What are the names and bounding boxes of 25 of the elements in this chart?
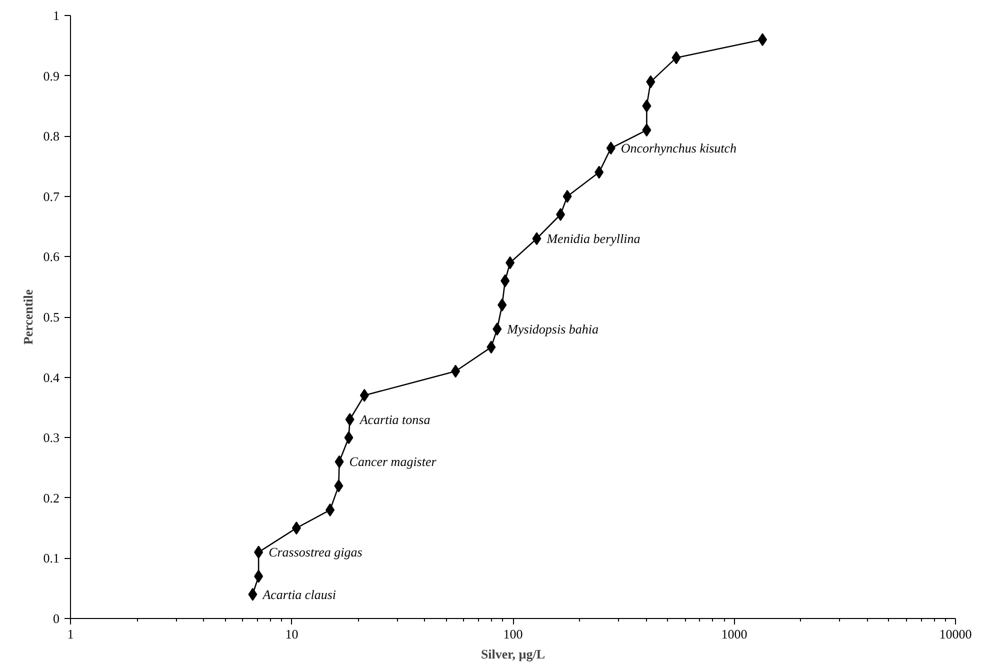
y-tick-label: 0.8 [43, 128, 60, 144]
annotation: Acartia tonsa [358, 412, 431, 428]
y-tick-label: 0.2 [43, 490, 60, 506]
x-tick-label: 100 [503, 626, 523, 642]
annotation: Crassostrea gigas [268, 544, 362, 560]
annotation: Oncorhynchus kisutch [620, 140, 737, 156]
y-tick-label: 0.3 [43, 430, 60, 446]
x-tick-label: 1000 [721, 626, 748, 642]
annotation: Menidia beryllina [546, 231, 641, 246]
annotation: Acartia clausi [262, 586, 336, 602]
x-tick-label: 10 [285, 626, 298, 642]
y-axis-title: Percentile [20, 289, 36, 345]
x-axis-title: Silver, µg/L [480, 646, 546, 662]
y-tick-label: 0.5 [43, 310, 60, 324]
annotation: Mysidopsis bahia [506, 322, 600, 337]
x-tick-label: 10000 [939, 626, 972, 642]
x-tick-label: 1 [67, 626, 74, 642]
y-tick-label: 0.9 [43, 68, 60, 84]
y-tick-label: 0.6 [43, 249, 60, 264]
annotation: Cancer magister [349, 454, 438, 470]
y-tick-label: 0.1 [43, 550, 60, 566]
y-tick-label: 0.7 [43, 188, 60, 204]
y-tick-label: 1 [53, 8, 60, 23]
y-tick-label: 0.4 [43, 370, 60, 385]
y-tick-label: 0 [53, 611, 60, 626]
